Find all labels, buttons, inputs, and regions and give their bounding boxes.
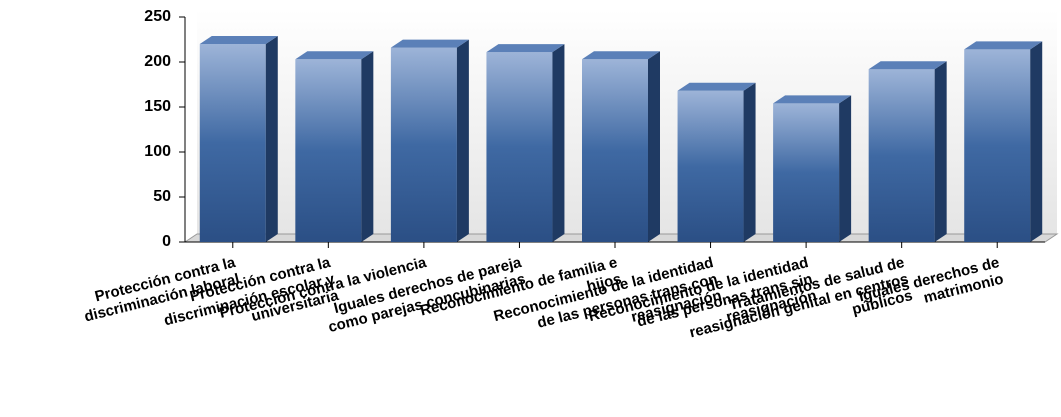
bar — [582, 59, 648, 242]
bar — [295, 59, 362, 242]
bar-side — [552, 44, 565, 242]
bar-top — [199, 36, 278, 44]
y-tick-label: 100 — [144, 143, 171, 160]
y-tick-label: 0 — [162, 233, 171, 250]
bar — [677, 90, 744, 242]
bar-side — [934, 61, 947, 243]
bar-side — [456, 39, 469, 242]
bar-top — [486, 44, 565, 53]
y-tick-label: 250 — [144, 8, 171, 25]
y-tick-label: 150 — [144, 98, 171, 115]
bar-top — [868, 61, 947, 70]
y-tick-label: 200 — [144, 53, 171, 70]
bar-top — [582, 51, 660, 60]
bar-top — [295, 51, 374, 60]
y-tick-label: 50 — [153, 188, 171, 205]
bar — [868, 69, 935, 242]
bar-top — [773, 95, 852, 104]
bar — [486, 52, 553, 242]
bar — [199, 44, 266, 242]
bar-side — [1030, 41, 1043, 243]
bar — [390, 47, 457, 242]
bar — [964, 49, 1031, 243]
bar-side — [839, 95, 852, 243]
bar-top — [677, 82, 756, 91]
bar-side — [361, 51, 374, 242]
bar-top — [390, 39, 469, 48]
bar — [773, 103, 840, 243]
bar-top — [964, 41, 1043, 50]
bar-side — [743, 82, 756, 242]
bar-side — [265, 36, 278, 242]
bar-side — [648, 51, 660, 242]
